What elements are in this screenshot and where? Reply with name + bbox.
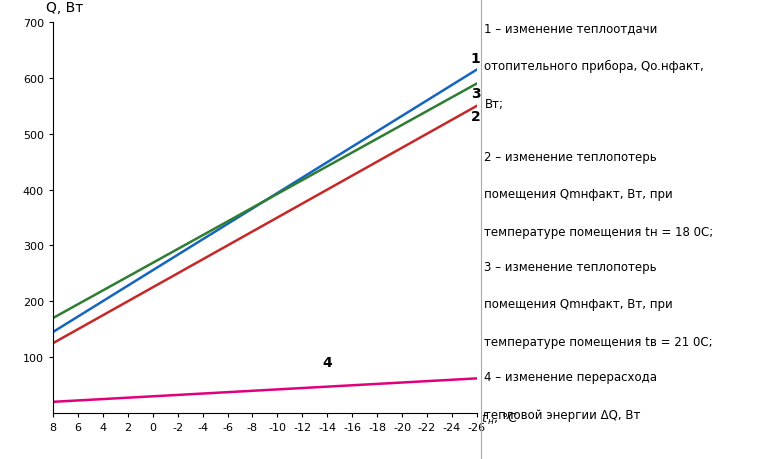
- Text: помещения Qmнфакт, Вт, при: помещения Qmнфакт, Вт, при: [484, 298, 673, 311]
- Text: температуре помещения tв = 21 0С;: температуре помещения tв = 21 0С;: [484, 335, 713, 348]
- Text: 1: 1: [471, 52, 481, 66]
- Text: Вт;: Вт;: [484, 97, 503, 110]
- Text: помещения Qmнфакт, Вт, при: помещения Qmнфакт, Вт, при: [484, 188, 673, 201]
- Text: 3: 3: [471, 87, 480, 101]
- Text: 2: 2: [471, 109, 481, 123]
- Text: $t_{\,н}$, °С: $t_{\,н}$, °С: [481, 411, 517, 426]
- Y-axis label: Q, Вт: Q, Вт: [46, 1, 83, 15]
- Text: тепловой энергии ΔQ, Вт: тепловой энергии ΔQ, Вт: [484, 408, 641, 421]
- Text: отопительного прибора, Qo.нфакт,: отопительного прибора, Qo.нфакт,: [484, 60, 704, 73]
- Text: 3 – изменение теплопотерь: 3 – изменение теплопотерь: [484, 260, 657, 273]
- Text: температуре помещения tн = 18 0С;: температуре помещения tн = 18 0С;: [484, 225, 714, 238]
- Text: 4 – изменение перерасхода: 4 – изменение перерасхода: [484, 370, 658, 383]
- Text: 1 – изменение теплоотдачи: 1 – изменение теплоотдачи: [484, 22, 658, 35]
- Text: 2 – изменение теплопотерь: 2 – изменение теплопотерь: [484, 150, 657, 163]
- Text: 4: 4: [322, 356, 332, 369]
